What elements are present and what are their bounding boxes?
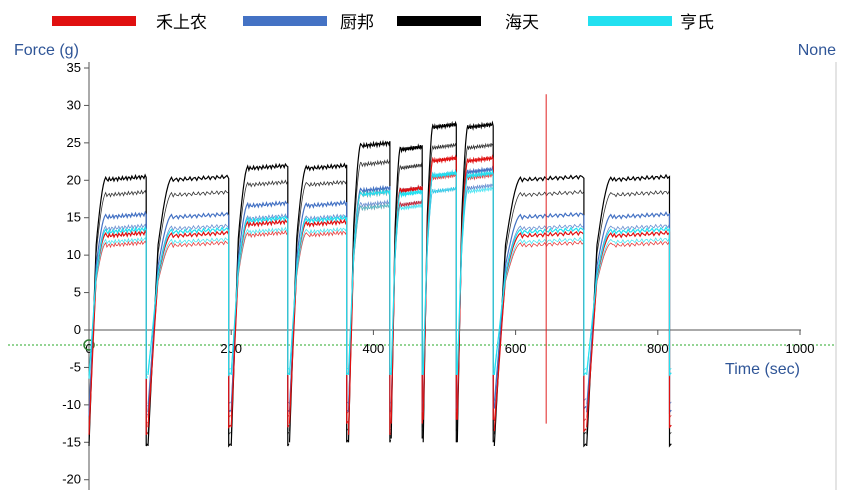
series-line-4-cycle-8 — [456, 186, 494, 371]
series-line-4-cycle-3 — [230, 226, 290, 371]
legend-swatch-3 — [397, 16, 481, 26]
series-line-3-cycle-9 — [493, 189, 587, 436]
y-tick-label: -15 — [62, 434, 81, 449]
series-line-3-cycle-1 — [88, 189, 148, 435]
legend: 禾上农 厨邦 海天 亨氏 — [52, 13, 714, 32]
series-line-1-cycle-10 — [586, 229, 672, 429]
series-line-4-cycle-4 — [289, 226, 349, 371]
series-line-3-cycle-8 — [456, 120, 495, 443]
series-line-4-cycle-7 — [422, 186, 457, 371]
legend-swatch-1 — [52, 16, 136, 26]
series-line-1-cycle-2 — [147, 230, 231, 429]
y-tick-label: 5 — [74, 285, 81, 300]
legend-label-3: 海天 — [505, 13, 539, 32]
y-tick-label: -10 — [62, 397, 81, 412]
series-line-1-cycle-4 — [289, 230, 349, 415]
series-line-4-cycle-1 — [88, 236, 148, 374]
y-tick-label: 20 — [67, 172, 81, 187]
series-line-1-cycle-2 — [147, 240, 231, 419]
series-line-3-cycle-2 — [147, 173, 231, 448]
y-tick-label: 25 — [67, 135, 81, 150]
series-line-3-cycle-10 — [586, 190, 672, 436]
series-line-4-cycle-2 — [147, 226, 231, 377]
series-line-3-cycle-3 — [230, 179, 290, 435]
series-line-3-cycle-10 — [586, 173, 672, 448]
series-line-4-cycle-10 — [586, 226, 672, 377]
series-line-3-cycle-4 — [288, 162, 349, 443]
legend-swatch-4 — [588, 16, 672, 26]
plot-area — [88, 94, 672, 448]
x-tick-label: 200 — [220, 341, 242, 356]
series-line-2-cycle-9 — [493, 211, 587, 411]
x-tick-label: 800 — [647, 341, 669, 356]
series-line-4-cycle-10 — [586, 237, 672, 372]
series-line-3-cycle-1 — [88, 173, 148, 447]
series-line-4-cycle-6 — [390, 188, 424, 375]
series-line-2-cycle-4 — [288, 199, 349, 413]
series-line-1-cycle-3 — [230, 218, 290, 428]
y-tick-label: -5 — [69, 359, 81, 374]
series-line-2-cycle-10 — [586, 211, 672, 414]
series-line-4-cycle-3 — [230, 215, 290, 376]
series-line-4-cycle-5 — [348, 202, 391, 371]
y-tick-label: 35 — [67, 60, 81, 75]
series-line-3-cycle-7 — [422, 120, 458, 443]
legend-label-1: 禾上农 — [156, 13, 207, 32]
x-axis-title: Time (sec) — [725, 361, 800, 378]
series-line-3-cycle-2 — [147, 189, 231, 436]
series-line-4-cycle-9 — [493, 236, 587, 372]
series-line-3-cycle-9 — [493, 174, 587, 448]
x-tick-label: 0 — [85, 341, 92, 356]
series-line-3-cycle-3 — [230, 162, 290, 447]
series-line-2-cycle-3 — [230, 200, 290, 413]
series-line-1-cycle-3 — [230, 229, 290, 418]
series-line-3-cycle-6 — [390, 162, 423, 428]
y-tick-label: 30 — [67, 97, 81, 112]
series-line-2-cycle-1 — [88, 210, 148, 417]
series-line-2-cycle-9 — [493, 223, 587, 402]
series-line-1-cycle-8 — [456, 154, 495, 420]
x-tick-label: 600 — [505, 341, 527, 356]
legend-swatch-2 — [243, 16, 327, 26]
series-line-4-cycle-1 — [88, 225, 148, 379]
series-line-3-cycle-5 — [348, 158, 391, 432]
series-line-1-cycle-7 — [422, 154, 458, 420]
y-axis-title: Force (g) — [14, 42, 79, 59]
series-line-4-cycle-7 — [422, 169, 458, 375]
series-line-1-cycle-10 — [586, 240, 672, 419]
legend-label-4: 亨氏 — [680, 13, 714, 32]
series-line-4-cycle-8 — [456, 168, 495, 376]
series-line-1-cycle-1 — [88, 240, 148, 425]
secondary-y-axis-title: None — [798, 42, 836, 59]
series-line-3-cycle-5 — [347, 139, 392, 443]
series-line-2-cycle-2 — [147, 211, 231, 414]
y-tick-label: 10 — [67, 247, 81, 262]
series-line-1-cycle-9 — [493, 230, 587, 433]
series-line-1-cycle-5 — [347, 188, 392, 435]
series-line-4-cycle-5 — [347, 188, 392, 376]
y-tick-label: -20 — [62, 472, 81, 487]
y-tick-label: 15 — [67, 210, 81, 225]
series-line-4-cycle-9 — [493, 226, 587, 377]
axes: 35 30 25 20 15 10 5 0 -5 -10 -15 -20 0 200 400 600 800 10… — [8, 60, 837, 490]
series-line-4-cycle-4 — [288, 214, 349, 376]
series-line-1-cycle-9 — [493, 240, 587, 423]
y-tick-label: 0 — [74, 322, 81, 337]
series-line-4-cycle-2 — [147, 237, 231, 372]
legend-label-2: 厨邦 — [340, 13, 374, 32]
origin-marker — [83, 339, 95, 351]
x-tick-label: 400 — [363, 341, 385, 356]
x-tick-label: 1000 — [786, 341, 815, 356]
series-line-4-cycle-6 — [390, 202, 423, 371]
series-line-3-cycle-4 — [289, 179, 349, 432]
series-line-3-cycle-6 — [390, 143, 424, 439]
